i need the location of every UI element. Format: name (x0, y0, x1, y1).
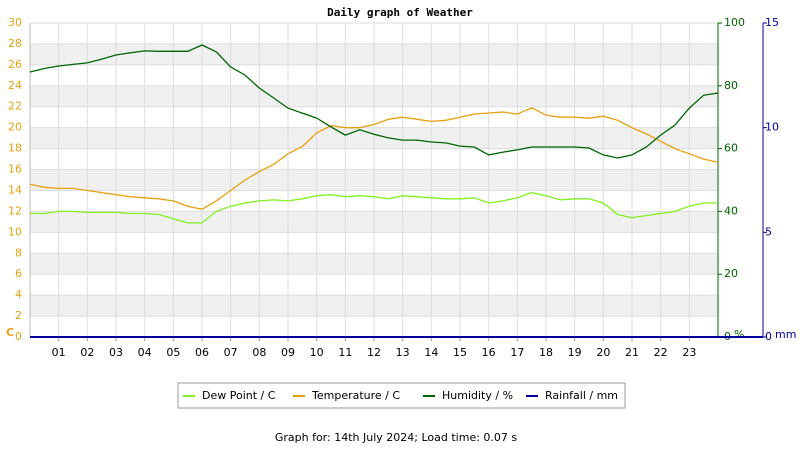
y-tick-label: 10 (8, 225, 22, 238)
y-tick-label: 8 (15, 246, 22, 259)
x-tick-label: 16 (482, 346, 496, 359)
x-tick-label: 01 (52, 346, 66, 359)
y-tick-label: 18 (8, 142, 22, 155)
y2-tick-label: 80 (724, 79, 738, 92)
y-tick-label: 4 (15, 288, 22, 301)
y-tick-label: 24 (8, 79, 22, 92)
x-tick-label: 17 (510, 346, 524, 359)
x-tick-label: 14 (424, 346, 438, 359)
y2-tick-label: 20 (724, 267, 738, 280)
legend-label: Temperature / C (311, 389, 400, 402)
y-tick-label: 6 (15, 267, 22, 280)
legend-label: Rainfall / mm (545, 389, 618, 402)
x-tick-label: 12 (367, 346, 381, 359)
x-tick-label: 20 (596, 346, 610, 359)
series-line (29, 44, 719, 159)
y2-tick-label: 40 (724, 204, 738, 217)
x-tick-label: 08 (252, 346, 266, 359)
series-line (29, 107, 719, 210)
y3-tick-label: 10 (765, 121, 779, 134)
y-tick-label: 2 (15, 309, 22, 322)
x-tick-label: 22 (654, 346, 668, 359)
footer: Graph for: 14th July 2024; Load time: 0.… (275, 431, 518, 444)
y-tick-label: 22 (8, 100, 22, 113)
x-tick-label: 05 (166, 346, 180, 359)
x-tick-label: 09 (281, 346, 295, 359)
y3-tick-label: 5 (765, 225, 772, 238)
x-tick-label: 07 (224, 346, 238, 359)
x-tick-label: 18 (539, 346, 553, 359)
y2-tick-label: 60 (724, 142, 738, 155)
y-axis-label: C (6, 326, 14, 339)
x-tick-label: 11 (338, 346, 352, 359)
y-tick-label: 30 (8, 16, 22, 29)
x-tick-label: 21 (625, 346, 639, 359)
y-tick-label: 28 (8, 37, 22, 50)
y-tick-label: 20 (8, 121, 22, 134)
chart-title: Daily graph of Weather (327, 6, 473, 19)
y3-axis-label: mm (775, 328, 796, 341)
legend-label: Humidity / % (442, 389, 513, 402)
y2-tick-label: 100 (724, 16, 745, 29)
y2-axis-label: % (734, 328, 744, 341)
y-tick-label: 0 (15, 330, 22, 343)
y-tick-label: 12 (8, 204, 22, 217)
x-tick-label: 03 (109, 346, 123, 359)
x-tick-label: 15 (453, 346, 467, 359)
x-tick-label: 13 (396, 346, 410, 359)
y-tick-label: 14 (8, 183, 22, 196)
series-line (30, 191, 718, 224)
y3-tick-label: 15 (765, 16, 779, 29)
x-tick-label: 10 (310, 346, 324, 359)
x-tick-label: 06 (195, 346, 209, 359)
x-tick-label: 02 (80, 346, 94, 359)
x-tick-label: 19 (568, 346, 582, 359)
y-tick-label: 16 (8, 163, 22, 176)
y3-tick-label: 0 (765, 330, 772, 343)
x-tick-label: 23 (682, 346, 696, 359)
x-tick-label: 04 (138, 346, 152, 359)
legend (177, 382, 626, 409)
legend-label: Dew Point / C (202, 389, 276, 402)
y-tick-label: 26 (8, 58, 22, 71)
